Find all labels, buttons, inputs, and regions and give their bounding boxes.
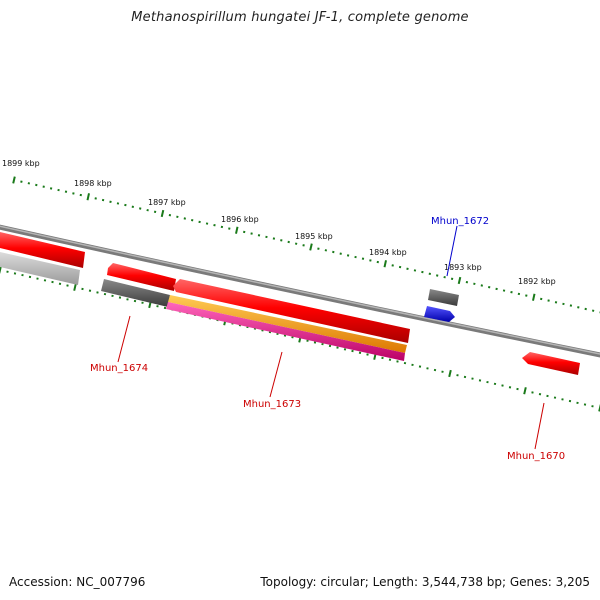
- gene-label-mhun-1670[interactable]: Mhun_1670: [507, 451, 565, 462]
- minor-tick: [502, 289, 506, 292]
- minor-tick: [413, 269, 417, 272]
- outer-tick-track: [12, 176, 600, 314]
- minor-tick: [205, 222, 209, 225]
- major-tick: [309, 243, 313, 251]
- gene-label-mhun-1672[interactable]: Mhun_1672: [431, 216, 489, 227]
- tick-label-1899: 1899 kbp: [2, 159, 40, 168]
- gene-orange[interactable]: [168, 295, 407, 353]
- minor-tick: [27, 182, 31, 185]
- gene-blue-mhun-1672[interactable]: [424, 306, 455, 322]
- major-tick: [383, 260, 387, 268]
- tick-label-1892: 1892 kbp: [518, 277, 556, 286]
- tick-label-1893: 1893 kbp: [444, 263, 482, 272]
- map-title: Methanospirillum hungatei JF-1, complete…: [131, 10, 469, 25]
- minor-tick: [562, 302, 565, 306]
- gene-gray-small[interactable]: [428, 289, 459, 306]
- gene-red-mhun-1670[interactable]: [522, 352, 580, 375]
- major-tick: [448, 369, 452, 378]
- minor-tick: [116, 202, 120, 205]
- minor-tick: [324, 249, 328, 252]
- minor-tick: [265, 235, 268, 239]
- major-tick: [532, 293, 536, 301]
- major-tick: [457, 276, 462, 285]
- genome-summary-text: Topology: circular; Length: 3,544,738 bp…: [260, 575, 590, 589]
- accession-text: Accession: NC_007796: [9, 575, 146, 589]
- gene-label-mhun-1674[interactable]: Mhun_1674: [90, 363, 148, 374]
- tick-label-1895: 1895 kbp: [295, 232, 333, 241]
- minor-tick: [354, 255, 357, 259]
- pointer-mhun-1674: [117, 315, 131, 363]
- tick-label-1897: 1897 kbp: [148, 198, 186, 207]
- gene-gray-mhun-1674[interactable]: [101, 279, 170, 307]
- tick-label-1894: 1894 kbp: [369, 248, 407, 257]
- major-tick: [12, 176, 16, 184]
- minor-tick: [294, 242, 298, 245]
- major-tick: [598, 404, 600, 412]
- minor-tick: [473, 282, 476, 286]
- major-tick: [73, 283, 77, 291]
- gene-red-small[interactable]: [107, 263, 176, 291]
- major-tick: [0, 266, 2, 274]
- gene-red-long[interactable]: [173, 279, 410, 343]
- pointer-mhun-1673: [269, 351, 283, 398]
- minor-tick: [591, 309, 595, 312]
- major-tick: [235, 226, 239, 234]
- gene-red-left-edge[interactable]: [0, 232, 85, 268]
- major-tick: [523, 387, 527, 395]
- minor-tick: [146, 208, 149, 212]
- minor-tick: [176, 215, 179, 219]
- backbone-arc: [0, 224, 600, 358]
- major-tick: [160, 209, 165, 218]
- gene-lightgray-left-edge[interactable]: [0, 252, 80, 285]
- tick-label-1896: 1896 kbp: [221, 215, 259, 224]
- minor-tick: [443, 275, 446, 279]
- pointer-mhun-1672: [446, 225, 458, 277]
- minor-tick: [57, 188, 60, 192]
- gene-pink-mhun-1673[interactable]: [166, 302, 405, 361]
- gene-label-mhun-1673[interactable]: Mhun_1673: [243, 399, 301, 410]
- pointer-mhun-1670: [534, 402, 545, 450]
- major-tick: [86, 193, 90, 201]
- tick-label-1898: 1898 kbp: [74, 179, 112, 188]
